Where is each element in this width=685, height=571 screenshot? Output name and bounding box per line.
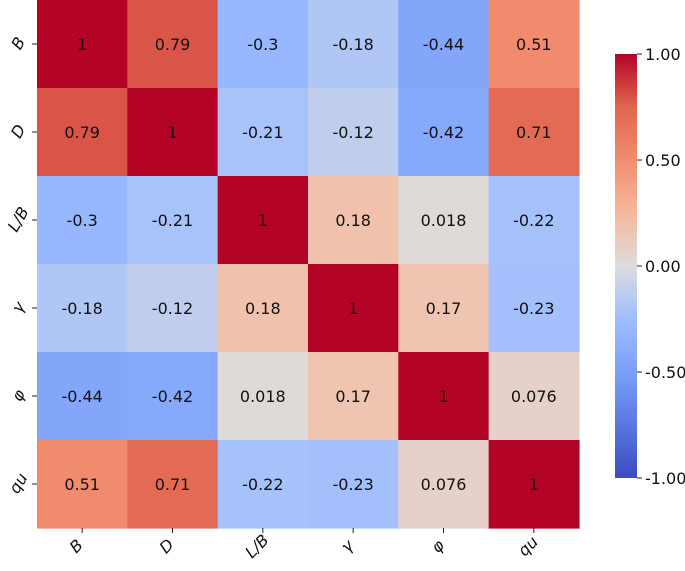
cell-value-label: 0.17 bbox=[426, 299, 462, 318]
cell-value-label: -0.44 bbox=[61, 387, 102, 406]
heatmap-cell bbox=[37, 176, 128, 265]
cell-value-label: -0.22 bbox=[513, 211, 554, 230]
cell-value-label: -0.12 bbox=[152, 299, 193, 318]
y-tick-label: qu bbox=[5, 470, 32, 497]
y-tick-label: B bbox=[7, 34, 29, 53]
heatmap-cell bbox=[398, 440, 490, 529]
colorbar bbox=[615, 54, 637, 478]
heatmap-cell bbox=[127, 176, 219, 265]
cell-value-label: 0.79 bbox=[64, 123, 100, 142]
cell-value-label: 0.17 bbox=[335, 387, 371, 406]
cell-value-label: 0.076 bbox=[421, 475, 467, 494]
cell-value-label: 0.018 bbox=[240, 387, 286, 406]
y-tick-label: φ bbox=[7, 386, 29, 405]
heatmap-cell bbox=[488, 440, 580, 529]
heatmap-cell bbox=[217, 0, 309, 89]
cell-value-label: -0.18 bbox=[61, 299, 102, 318]
cell-value-label: 1 bbox=[438, 387, 448, 406]
heatmap-cell-values: 1 0.79 -0.3 -0.18 -0.44 0.51 0.79 1 -0.21 -0.12 -0… bbox=[61, 35, 556, 494]
cell-value-label: -0.12 bbox=[332, 123, 373, 142]
y-tick-label: L/B bbox=[4, 204, 33, 235]
heatmap-cell bbox=[488, 88, 580, 177]
heatmap-cell bbox=[398, 264, 490, 353]
cell-value-label: 0.51 bbox=[64, 475, 100, 494]
colorbar-tick-label: 1.00 bbox=[645, 45, 681, 64]
x-tick-label: γ bbox=[337, 535, 358, 556]
cell-value-label: 1 bbox=[348, 299, 358, 318]
colorbar-tick-label: 0.00 bbox=[645, 257, 681, 276]
heatmap-cell bbox=[127, 264, 219, 353]
heatmap-cell bbox=[37, 264, 128, 353]
colorbar-tick-label: -0.50 bbox=[645, 363, 685, 382]
heatmap-cell bbox=[488, 176, 580, 265]
heatmap-cell bbox=[217, 440, 309, 529]
x-tick-label: L/B bbox=[241, 530, 272, 561]
y-tick-label: D bbox=[7, 121, 30, 141]
cell-value-label: 0.79 bbox=[155, 35, 191, 54]
y-axis: B D L/B γ φ qu bbox=[4, 34, 37, 497]
heatmap-cell bbox=[217, 264, 309, 353]
cell-value-label: -0.44 bbox=[423, 35, 464, 54]
heatmap-cell bbox=[37, 440, 128, 529]
heatmap-cell bbox=[307, 88, 399, 177]
x-tick-label: D bbox=[156, 535, 178, 557]
cell-value-label: -0.3 bbox=[67, 211, 98, 230]
cell-value-label: 0.18 bbox=[245, 299, 281, 318]
cell-value-label: 0.076 bbox=[511, 387, 557, 406]
cell-value-label: -0.42 bbox=[423, 123, 464, 142]
y-tick-label: γ bbox=[8, 297, 30, 316]
cell-value-label: 1 bbox=[77, 35, 87, 54]
cell-value-label: -0.22 bbox=[242, 475, 283, 494]
heatmap-cell bbox=[307, 176, 399, 265]
heatmap-cell bbox=[307, 264, 399, 353]
heatmap-cell bbox=[398, 0, 490, 89]
colorbar-tick-label: 0.50 bbox=[645, 151, 681, 170]
cell-value-label: 1 bbox=[529, 475, 539, 494]
cell-value-label: 0.18 bbox=[335, 211, 371, 230]
cell-value-label: 1 bbox=[167, 123, 177, 142]
heatmap-cell bbox=[307, 0, 399, 89]
colorbar-gradient bbox=[615, 54, 637, 478]
heatmap-cell bbox=[217, 176, 309, 265]
heatmap-cell bbox=[217, 88, 309, 177]
cell-value-label: 0.51 bbox=[516, 35, 552, 54]
x-tick-label: qu bbox=[514, 532, 542, 560]
heatmap-cell bbox=[127, 440, 219, 529]
cell-value-label: -0.23 bbox=[513, 299, 554, 318]
heatmap-cell bbox=[37, 88, 128, 177]
cell-value-label: -0.42 bbox=[152, 387, 193, 406]
x-tick-label: φ bbox=[427, 535, 448, 556]
heatmap-cell bbox=[398, 176, 490, 265]
colorbar-ticks: 1.00 0.50 0.00 -0.50 -1.00 bbox=[637, 45, 685, 488]
cell-value-label: 0.71 bbox=[516, 123, 552, 142]
cell-value-label: -0.23 bbox=[332, 475, 373, 494]
colorbar-tick-label: -1.00 bbox=[645, 469, 685, 488]
heatmap-cell bbox=[217, 352, 309, 441]
cell-value-label: -0.21 bbox=[152, 211, 193, 230]
x-axis: B D L/B γ φ qu bbox=[66, 528, 542, 562]
heatmap-cell bbox=[127, 0, 219, 89]
cell-value-label: 0.71 bbox=[155, 475, 191, 494]
cell-value-label: -0.18 bbox=[332, 35, 373, 54]
x-tick-label: B bbox=[66, 536, 87, 557]
cell-value-label: -0.3 bbox=[247, 35, 278, 54]
heatmap-cell bbox=[307, 440, 399, 529]
heatmap-cell bbox=[127, 88, 219, 177]
heatmap-cell bbox=[488, 0, 580, 89]
heatmap-cell bbox=[488, 264, 580, 353]
heatmap-cell bbox=[127, 352, 219, 441]
cell-value-label: 0.018 bbox=[421, 211, 467, 230]
heatmap-cell bbox=[398, 352, 490, 441]
heatmap-cell bbox=[398, 88, 490, 177]
heatmap-cell bbox=[488, 352, 580, 441]
heatmap-cell bbox=[37, 0, 128, 89]
cell-value-label: 1 bbox=[258, 211, 268, 230]
heatmap-cell bbox=[307, 352, 399, 441]
heatmap-cell bbox=[37, 352, 128, 441]
heatmap-cells bbox=[37, 0, 580, 529]
cell-value-label: -0.21 bbox=[242, 123, 283, 142]
